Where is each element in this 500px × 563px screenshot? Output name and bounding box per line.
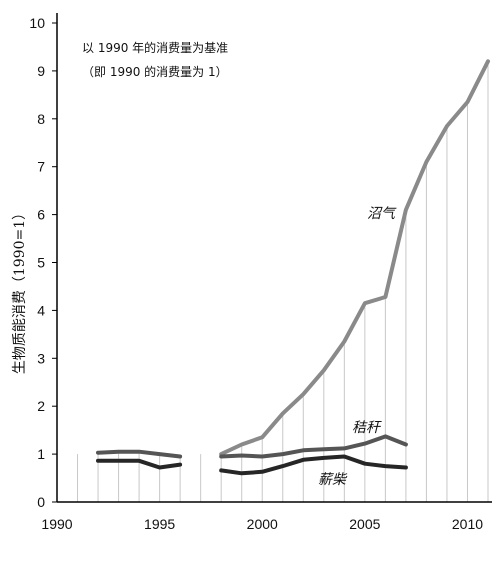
x-tick-label: 2005 [349, 516, 380, 532]
x-tick-label: 1995 [144, 516, 175, 532]
y-tick-label: 3 [37, 350, 45, 366]
y-tick-label: 2 [37, 398, 45, 414]
axes [56, 13, 492, 503]
y-tick-labels: 0 1 2 3 4 5 6 7 8 9 10 [29, 15, 57, 510]
series-line-biogas-0 [219, 59, 490, 457]
y-tick-label: 0 [37, 494, 45, 510]
x-tick-labels: 1990 1995 2000 2005 2010 [41, 516, 483, 532]
y-tick-label: 6 [37, 207, 45, 223]
y-tick-label: 8 [37, 111, 45, 127]
baseline-note-line-2: （即 1990 的消费量为 1） [82, 64, 228, 79]
series-label-firewood: 薪柴 [318, 472, 348, 488]
series-line-firewood-0 [96, 458, 183, 470]
series-line-firewood-1 [219, 454, 408, 476]
series-line-straw-0 [96, 449, 183, 459]
x-tick-label: 1990 [41, 516, 72, 532]
series-label-biogas: 沼气 [367, 206, 397, 222]
y-tick-label: 1 [37, 446, 45, 462]
y-tick-label: 10 [29, 15, 45, 31]
x-tick-label: 2010 [452, 516, 483, 532]
baseline-note-line-1: 以 1990 年的消费量为基准 [82, 40, 228, 55]
x-tick-label: 2000 [247, 516, 278, 532]
y-tick-label: 5 [37, 255, 45, 271]
vertical-gridlines [56, 61, 489, 502]
series-line-straw-1 [219, 434, 408, 459]
y-tick-label: 9 [37, 63, 45, 79]
y-tick-label: 7 [37, 159, 45, 175]
y-tick-label: 4 [37, 302, 45, 318]
y-axis-label: 生物质能消费（1990=1） [12, 206, 28, 374]
series-lines [96, 59, 490, 476]
series-label-straw: 秸秆 [352, 420, 382, 436]
